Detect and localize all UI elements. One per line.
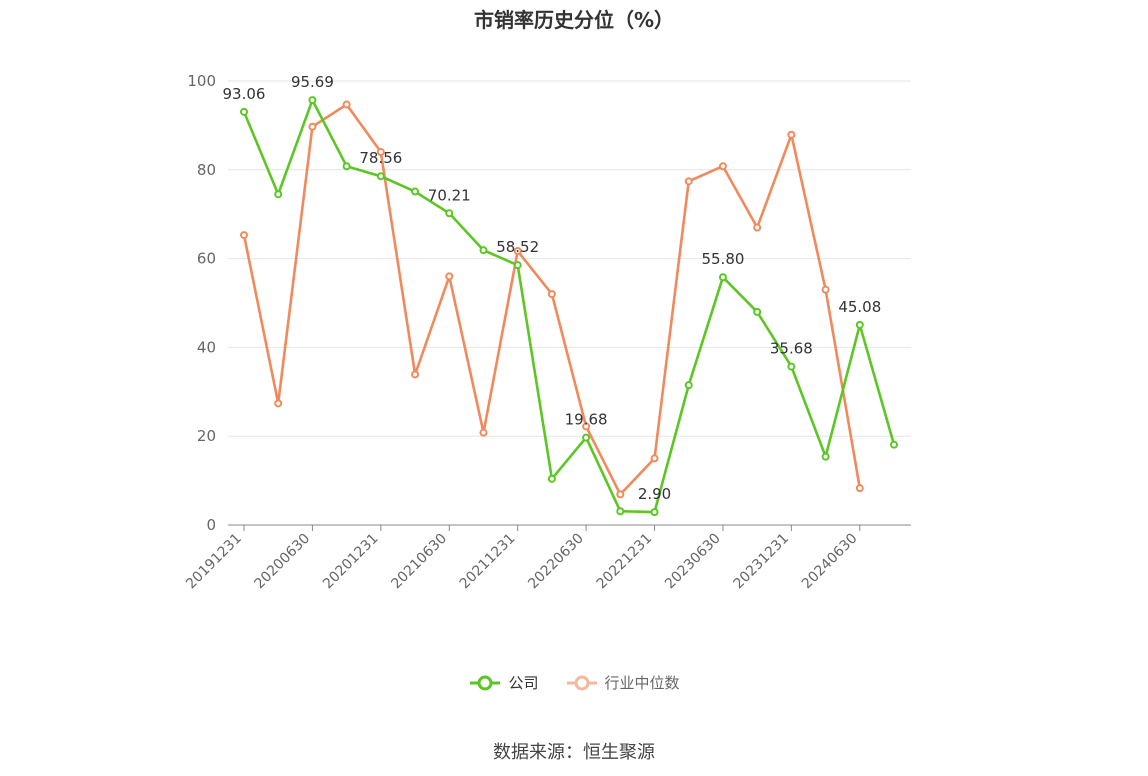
- point-company-20200331: [274, 190, 283, 199]
- point-company-20230331: [684, 381, 693, 390]
- point-industry-20200930: [342, 100, 351, 109]
- point-industry-20210630: [445, 272, 454, 281]
- point-company-20210630: [445, 209, 454, 218]
- legend-item-company[interactable]: 公司: [468, 672, 539, 693]
- x-tick-label-20210630: 20210630: [388, 531, 450, 593]
- data-label-20221231: 2.90: [638, 485, 671, 503]
- legend-company-label: 公司: [508, 674, 539, 692]
- point-company-20221231: [650, 508, 659, 517]
- grid-lines: [228, 80, 911, 437]
- point-company-20211231: [513, 261, 522, 270]
- data-label-20201231: 78.56: [359, 149, 402, 167]
- data-label-20191231: 93.06: [223, 85, 266, 103]
- y-tick-label-80: 80: [197, 161, 216, 179]
- legend-industry-marker-icon: [566, 675, 597, 690]
- point-company-20220930: [616, 507, 625, 516]
- point-industry-20200331: [274, 399, 283, 408]
- x-tick-label-20191231: 20191231: [183, 531, 245, 593]
- data-label-20211231: 58.52: [496, 238, 539, 256]
- legend-item-industry-median[interactable]: 行业中位数: [565, 672, 680, 693]
- x-tick-label-20230630: 20230630: [662, 531, 724, 593]
- y-tick-label-0: 0: [206, 516, 216, 534]
- data-label-20231231: 35.68: [770, 340, 813, 358]
- data-label-20200630: 95.69: [291, 73, 334, 91]
- point-company-20191231: [240, 107, 248, 116]
- point-industry-20221231: [650, 454, 659, 463]
- point-industry-20240630: [855, 484, 864, 493]
- point-company-20210331: [411, 187, 420, 196]
- point-industry-20191231: [240, 231, 248, 240]
- x-tick-label-20201231: 20201231: [320, 531, 382, 593]
- line-company: [242, 98, 896, 514]
- data-label-20240630: 45.08: [838, 298, 881, 316]
- point-industry-20230630: [718, 162, 727, 171]
- point-industry-20220331: [547, 290, 556, 299]
- x-tick-label-20200630: 20200630: [252, 531, 314, 593]
- point-company-20230630: [718, 273, 727, 282]
- point-company-20200930: [342, 162, 351, 171]
- point-industry-20211231: [513, 247, 522, 256]
- x-tick-label-20231231: 20231231: [730, 531, 792, 593]
- legend-industry-label: 行业中位数: [604, 674, 680, 692]
- point-company-20231231: [787, 362, 796, 371]
- point-company-20240930: [890, 440, 898, 449]
- y-tick-label-60: 60: [197, 250, 216, 268]
- point-company-20220331: [547, 474, 556, 483]
- data-label-20230630: 55.80: [701, 250, 744, 268]
- point-industry-20200630: [308, 122, 317, 131]
- y-tick-label-20: 20: [197, 427, 216, 445]
- point-company-20201231: [376, 172, 385, 181]
- y-tick-label-40: 40: [197, 338, 216, 356]
- y-tick-label-100: 100: [187, 72, 216, 90]
- point-company-20210930: [479, 246, 488, 255]
- data-label-20220630: 19.68: [565, 411, 608, 429]
- data-label-20210630: 70.21: [428, 186, 471, 204]
- point-company-20240331: [821, 452, 830, 461]
- point-industry-20220930: [616, 490, 625, 499]
- point-company-20220630: [582, 433, 591, 442]
- point-industry-20231231: [787, 130, 796, 139]
- point-company-20230930: [753, 307, 762, 316]
- point-industry-20240331: [821, 285, 830, 294]
- x-tick-label-20211231: 20211231: [457, 531, 519, 593]
- point-company-20200630: [308, 96, 317, 105]
- data-labels: 93.06 95.69 78.56 70.21 58.52 19.68 2.90 55.80 3…: [223, 73, 882, 503]
- point-industry-20210331: [411, 370, 420, 379]
- legend: 公司 行业中位数: [0, 672, 1148, 693]
- point-industry-20230930: [753, 223, 762, 232]
- point-industry-20201231: [376, 148, 385, 157]
- series-industry-median: [240, 100, 864, 499]
- series-company: [240, 96, 898, 517]
- x-tick-label-20221231: 20221231: [594, 531, 656, 593]
- data-source: 数据来源：恒生聚源: [493, 742, 655, 763]
- x-tick-label-20220630: 20220630: [525, 531, 587, 593]
- point-industry-20230331: [684, 177, 693, 186]
- legend-company-marker-icon: [470, 675, 501, 690]
- point-industry-20210930: [479, 428, 488, 437]
- chart-title: 市销率历史分位（%）: [473, 8, 675, 32]
- point-company-20240630: [855, 320, 864, 329]
- x-tick-label-20240630: 20240630: [799, 531, 861, 593]
- point-industry-20220630: [582, 422, 591, 431]
